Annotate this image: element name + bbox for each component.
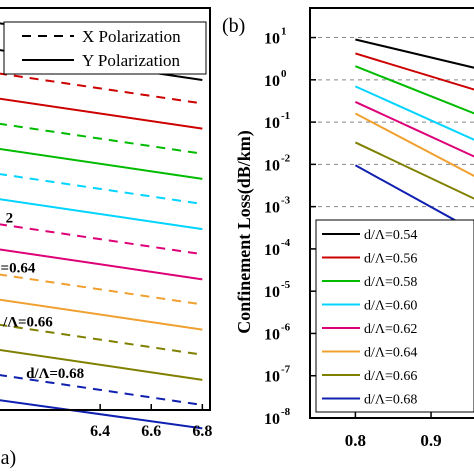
panel-b-y-tick-label-7: 10 [264,326,280,343]
panel-a-legend-box [3,21,207,75]
panel-a-annotation-2: /Λ=0.66 [2,314,53,330]
panel-a-series-line-10 [0,273,203,306]
panel-a-x-tick-label-2: 6.8 [192,423,212,440]
panel-a-legend: X Polarization Y Polarization [3,21,207,75]
panel-b-y-tick-label-1: 10 [264,73,280,90]
panel-a-x-tick-label-0: 6.4 [90,423,110,440]
y-axis-title: Confinement Loss(dB/km) [234,130,255,334]
panel-b-legend-label-2: d/Λ=0.58 [364,275,417,290]
panel-b-series-line-4 [354,101,474,158]
panel-b-label: (b) [222,15,245,37]
panel-a-label: (a) [0,447,16,469]
panel-b-y-tick-exponent-1: 0 [281,68,287,80]
panel-b-y-tick-label-5: 10 [264,242,280,259]
panel-a-annotation-0: 2 [6,210,14,226]
panel-b-y-tick-exponent-5: -4 [281,237,291,249]
panel-a-series-line-6 [0,173,203,205]
panel-a-annotation-1: =0.64 [1,261,36,277]
panel-a-series-line-15 [0,399,203,430]
panel-b-series-line-0 [355,38,474,69]
panel-a-series-line-8 [0,223,203,256]
panel-a-series-line-9 [0,248,203,281]
panel-a-series-line-11 [0,298,203,331]
panel-b-series-line-5 [354,112,474,178]
panel-b-y-tick-exponent-2: -1 [281,110,290,122]
panel-a-annotations: 2 =0.64/Λ=0.66 d/Λ=0.68 [1,210,85,382]
panel-b-legend-box [315,219,474,413]
legend-y-polarization-label: Y Polarization [82,51,181,70]
panel-b-y-tick-exponent-6: -5 [281,279,291,291]
legend-x-polarization-label: X Polarization [82,27,181,46]
panel-b-legend-label-5: d/Λ=0.64 [364,346,417,361]
panel-a: 6.4 6.6 6.8 2 =0.64/Λ=0.66 d/Λ=0.68 X Polari… [0,7,212,469]
panel-b-series-line-1 [355,52,474,91]
panel-b-y-tick-exponent-4: -3 [281,195,291,207]
panel-a-series-line-12 [0,323,203,356]
panel-a-series-line-13 [0,348,203,381]
panel-b-legend-label-0: d/Λ=0.54 [364,228,417,243]
panel-b-y-tick-exponent-9: -8 [281,406,291,418]
panel-b-legend-label-7: d/Λ=0.68 [364,393,417,408]
panel-b-y-tick-label-6: 10 [264,284,280,301]
panel-a-series-line-3 [0,97,203,130]
panel-a-annotation-3: d/Λ=0.68 [26,366,84,382]
panel-a-series-lines [0,22,203,430]
panel-b-y-tick-exponent-7: -6 [281,321,291,333]
panel-b-legend-label-3: d/Λ=0.60 [364,299,417,314]
panel-b-legend: d/Λ=0.54 d/Λ=0.56 d/Λ=0.58 d/Λ=0.60 d/Λ=0.62… [315,219,474,413]
panel-a-x-tick-label-1: 6.6 [141,423,161,440]
panel-b-series-line-3 [354,85,474,141]
panel-b-series-line-2 [355,65,474,115]
panel-a-series-line-7 [0,198,203,231]
panel-a-series-line-5 [0,147,203,180]
panel-b-y-tick-exponent-8: -7 [281,364,291,376]
panel-b-x-tick-label-1: 0.9 [420,431,441,450]
panel-a-series-line-2 [0,72,203,105]
panel-b-y-tick-label-3: 10 [264,157,280,174]
panel-b-legend-label-1: d/Λ=0.56 [364,252,417,267]
panel-b-y-tick-label-9: 10 [264,411,280,428]
panel-b-legend-label-6: d/Λ=0.66 [364,369,417,384]
panel-b-series-lines [354,38,474,232]
panel-b-y-tick-exponent-3: -2 [281,152,291,164]
panel-b-y-tick-label-8: 10 [264,369,280,386]
panel-b-plot-frame [309,7,474,419]
panel-b-y-tick-label-0: 10 [264,31,280,48]
panel-b-y-tick-label-2: 10 [264,115,280,132]
panel-b-legend-label-4: d/Λ=0.62 [364,322,417,337]
panel-b-y-tick-exponent-0: 1 [281,26,287,38]
panel-b-series-line-6 [354,141,474,200]
panel-a-x-ticks: 6.4 6.6 6.8 [90,404,212,440]
panel-a-series-line-14 [0,374,203,406]
panel-b-x-ticks: 0.8 0.9 [345,412,442,450]
panel-b-x-tick-label-0: 0.8 [345,431,366,450]
panel-b-y-tick-label-4: 10 [264,200,280,217]
panel-a-plot-frame [0,7,211,411]
panel-a-series-line-4 [0,122,203,155]
